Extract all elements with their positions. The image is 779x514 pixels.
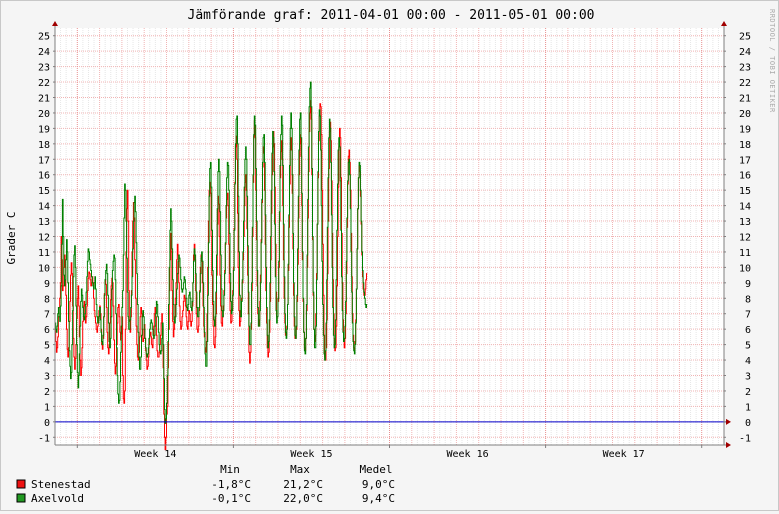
y-tick-label-left: 17	[38, 155, 50, 166]
y-tick-label-left: 15	[38, 186, 50, 197]
y-tick-label-left: 9	[44, 279, 50, 290]
y-tick-label-left: 21	[38, 94, 50, 105]
y-tick-label-left: 5	[44, 341, 50, 352]
y-axis-arrow-left	[52, 21, 58, 26]
legend-min-axelvold: -0,1°C	[211, 492, 251, 505]
series-line-stenestad	[55, 100, 368, 451]
x-tick-label: Week 15	[290, 449, 332, 460]
y-tick-label-left: 20	[38, 109, 50, 120]
y-tick-label-right: 24	[739, 47, 751, 58]
y-tick-label-right: 0	[745, 418, 751, 429]
y-tick-label-right: 11	[739, 248, 751, 259]
y-tick-label-right: 9	[745, 279, 751, 290]
legend-header-max: Max	[290, 463, 310, 476]
legend-mean-stenestad: 9,0°C	[362, 478, 395, 491]
y-tick-label-left: 18	[38, 140, 50, 151]
legend-mean-axelvold: 9,4°C	[362, 492, 395, 505]
y-tick-label-left: -1	[38, 433, 50, 444]
legend-swatch-stenestad	[16, 479, 26, 489]
y-tick-label-left: 3	[44, 372, 50, 383]
series-line-axelvold	[55, 81, 368, 424]
legend-name-stenestad: Stenestad	[31, 478, 91, 491]
y-tick-label-left: 1	[44, 402, 50, 413]
y-tick-labels-right: -101234567891011121314151617181920212223…	[739, 32, 751, 445]
y-tick-label-left: 19	[38, 124, 50, 135]
y-tick-label-left: 13	[38, 217, 50, 228]
y-tick-label-right: 22	[739, 78, 751, 89]
y-tick-label-left: 22	[38, 78, 50, 89]
y-tick-label-right: 10	[739, 263, 751, 274]
y-tick-label-left: 6	[44, 325, 50, 336]
legend-max-stenestad: 21,2°C	[283, 478, 323, 491]
y-tick-label-left: 10	[38, 263, 50, 274]
y-tick-label-right: 21	[739, 94, 751, 105]
y-tick-label-left: 11	[38, 248, 50, 259]
y-axis-arrow-right	[721, 21, 727, 26]
y-tick-label-right: 25	[739, 32, 751, 43]
legend-swatch-axelvold	[16, 493, 26, 503]
x-tick-label: Week 16	[446, 449, 488, 460]
x-tick-labels: Week 14 Week 15 Week 16 Week 17	[134, 449, 644, 460]
y-tick-label-right: 2	[745, 387, 751, 398]
legend-max-axelvold: 22,0°C	[283, 492, 323, 505]
x-axis-arrow	[726, 442, 731, 448]
y-tick-label-right: 8	[745, 294, 751, 305]
rrdtool-watermark: RRDTOOL / TOBI OETIKER	[768, 9, 776, 113]
series-layer	[55, 81, 368, 451]
grid-lines	[55, 28, 724, 445]
y-tick-label-left: 2	[44, 387, 50, 398]
y-axis-label: Grader C	[5, 212, 18, 265]
y-tick-label-right: -1	[739, 433, 751, 444]
legend: Min Max Medel Stenestad -1,8°C 21,2°C 9,…	[16, 463, 395, 505]
y-tick-label-left: 12	[38, 233, 50, 244]
y-tick-label-right: 14	[739, 202, 751, 213]
legend-header-mean: Medel	[359, 463, 392, 476]
y-tick-label-right: 6	[745, 325, 751, 336]
y-tick-label-right: 20	[739, 109, 751, 120]
y-tick-label-right: 16	[739, 171, 751, 182]
y-tick-label-right: 13	[739, 217, 751, 228]
zero-line-arrow	[726, 418, 731, 425]
y-tick-label-left: 14	[38, 202, 50, 213]
y-tick-label-right: 3	[745, 372, 751, 383]
y-tick-label-right: 15	[739, 186, 751, 197]
y-tick-label-right: 18	[739, 140, 751, 151]
legend-name-axelvold: Axelvold	[31, 492, 84, 505]
y-tick-label-left: 0	[44, 418, 50, 429]
x-tick-label: Week 17	[603, 449, 645, 460]
x-tick-label: Week 14	[134, 449, 176, 460]
legend-header-min: Min	[220, 463, 240, 476]
y-tick-label-right: 17	[739, 155, 751, 166]
y-tick-label-left: 7	[44, 310, 50, 321]
y-tick-label-right: 12	[739, 233, 751, 244]
y-tick-labels-left: -101234567891011121314151617181920212223…	[38, 32, 50, 445]
y-tick-label-left: 24	[38, 47, 50, 58]
y-tick-label-right: 19	[739, 124, 751, 135]
y-tick-label-left: 4	[44, 356, 50, 367]
y-tick-label-right: 5	[745, 341, 751, 352]
y-tick-label-right: 23	[739, 63, 751, 74]
legend-min-stenestad: -1,8°C	[211, 478, 251, 491]
chart-title: Jämförande graf: 2011-04-01 00:00 - 2011…	[188, 8, 595, 23]
y-tick-label-left: 23	[38, 63, 50, 74]
y-tick-label-right: 1	[745, 402, 751, 413]
y-tick-label-left: 8	[44, 294, 50, 305]
y-tick-label-right: 4	[745, 356, 751, 367]
y-tick-label-left: 16	[38, 171, 50, 182]
axes	[52, 21, 731, 448]
y-tick-label-right: 7	[745, 310, 751, 321]
y-tick-label-left: 25	[38, 32, 50, 43]
